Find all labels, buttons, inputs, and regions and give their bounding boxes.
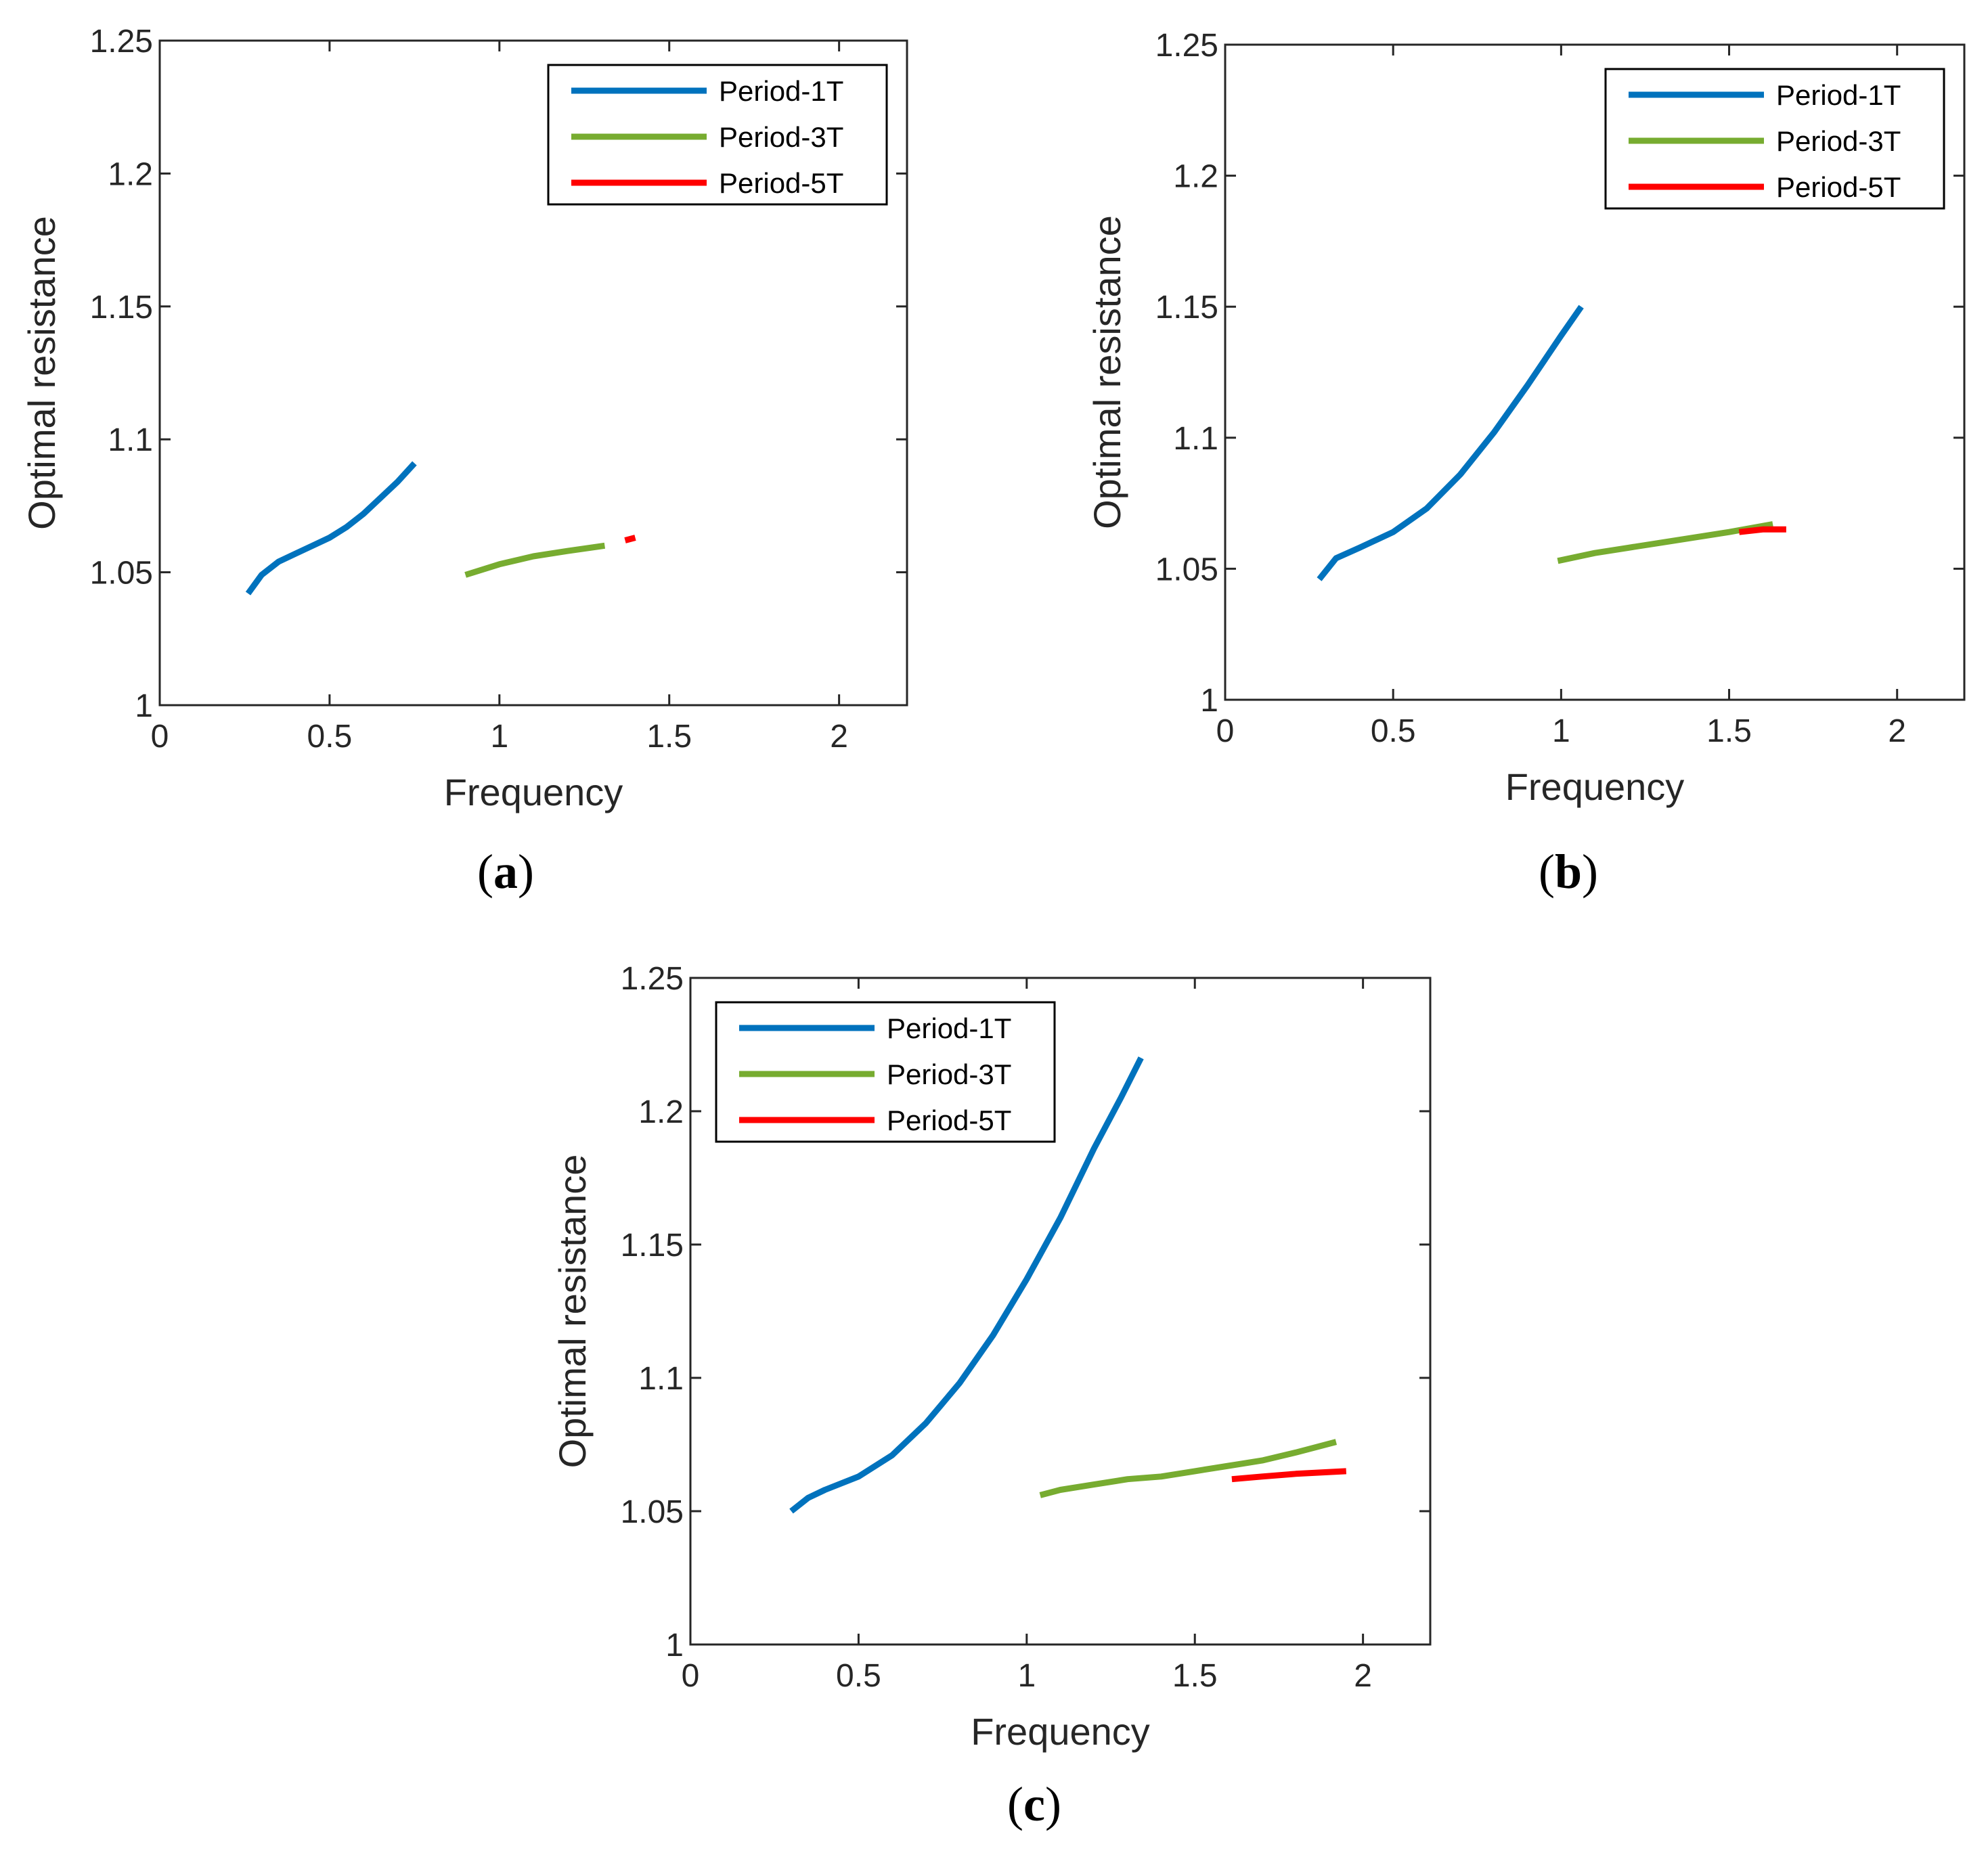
panel-b-label: (b)	[1539, 845, 1598, 899]
panel-b-ytick-label: 1.1	[1173, 421, 1218, 457]
panel-c-series-period-5t	[1231, 1468, 1347, 1483]
panel-b-xtick-label: 1.5	[1706, 713, 1752, 749]
panel-a-ytick-label: 1	[135, 688, 153, 724]
panel-b-legend: Period-1T Period-3T Period-5T	[1604, 68, 1945, 210]
panel-c-legend-entry: Period-1T	[887, 1012, 1011, 1044]
panel-b-series-period-5t	[1738, 526, 1786, 535]
panel-b-xtick-label: 0.5	[1371, 713, 1416, 749]
panel-c-ytick-label: 1.25	[621, 961, 684, 997]
panel-a: 0 0.5 1 1.5 2 1 1.05 1.1 1.15 1.2 1.25 Frequency Opt…	[20, 24, 908, 899]
panel-b-ylabel: Optimal resistance	[1086, 215, 1128, 529]
panel-a-legend-entry: Period-1T	[719, 75, 843, 107]
panel-c-ytick-label: 1	[665, 1628, 684, 1663]
panel-c-legend: Period-1T Period-3T Period-5T	[715, 1001, 1056, 1143]
panel-c-plot: 0 0.5 1 1.5 2 1 1.05 1.1 1.15 1.2 1.25 Frequency Opt…	[551, 961, 1432, 1753]
panel-b-xlabel: Frequency	[1505, 765, 1685, 808]
panel-a-series-period-3t	[464, 542, 606, 578]
panel-c-ytick-label: 1.1	[638, 1361, 684, 1397]
panel-c-ytick-label: 1.05	[621, 1494, 684, 1530]
panel-b-xtick-label: 0	[1216, 713, 1235, 749]
panel-a-xtick-label: 0.5	[307, 719, 353, 755]
panel-a-plot: 0 0.5 1 1.5 2 1 1.05 1.1 1.15 1.2 1.25 Frequency Opt…	[20, 24, 908, 813]
panel-a-series-period-1t	[245, 461, 417, 596]
panel-b-legend-entry: Period-3T	[1776, 125, 1901, 157]
panel-c-ytick-label: 1.2	[638, 1094, 684, 1130]
panel-b-ytick-label: 1.25	[1155, 28, 1218, 64]
panel-c-legend-entry: Period-3T	[887, 1058, 1011, 1090]
panel-c-series-period-3t	[1039, 1439, 1338, 1498]
panel-b-series-period-1t	[1317, 305, 1584, 581]
panel-a-series-period-5t	[624, 535, 636, 543]
panel-a-ytick-label: 1.1	[108, 422, 153, 458]
panel-a-legend-entry: Period-5T	[719, 167, 843, 199]
panel-c: 0 0.5 1 1.5 2 1 1.05 1.1 1.15 1.2 1.25 Frequency Opt…	[551, 961, 1432, 1831]
panel-b-ytick-label: 1.05	[1155, 552, 1218, 587]
panel-c-legend-entry: Period-5T	[887, 1104, 1011, 1136]
panel-b-series-period-3t	[1557, 521, 1773, 564]
panel-a-xtick-label: 2	[830, 719, 848, 755]
panel-c-label: (c)	[1007, 1777, 1061, 1831]
panel-c-ylabel: Optimal resistance	[551, 1155, 594, 1469]
panel-a-ytick-label: 1.25	[90, 24, 153, 60]
panel-c-xlabel: Frequency	[971, 1710, 1150, 1753]
panel-a-legend-entry: Period-3T	[719, 121, 843, 153]
panel-b: 0 0.5 1 1.5 2 1 1.05 1.1 1.15 1.2 1.25 Frequency Opt…	[1086, 28, 1966, 899]
panel-c-series-period-1t	[789, 1056, 1144, 1514]
panel-b-xtick-label: 1	[1552, 713, 1570, 749]
panel-a-xtick-label: 1	[490, 719, 508, 755]
panel-b-plot: 0 0.5 1 1.5 2 1 1.05 1.1 1.15 1.2 1.25 Frequency Opt…	[1086, 28, 1966, 808]
panel-a-ytick-label: 1.15	[90, 290, 153, 326]
panel-c-xtick-label: 1	[1017, 1658, 1036, 1694]
panel-a-ytick-label: 1.2	[108, 156, 153, 192]
panel-a-xtick-label: 0	[151, 719, 169, 755]
panel-a-xlabel: Frequency	[444, 771, 623, 813]
panel-a-label: (a)	[477, 845, 534, 899]
panel-a-legend: Period-1T Period-3T Period-5T	[547, 64, 888, 206]
panel-c-xtick-label: 2	[1354, 1658, 1372, 1694]
panel-b-ytick-label: 1.15	[1155, 290, 1218, 326]
panel-a-ylabel: Optimal resistance	[20, 216, 63, 530]
panel-c-ytick-label: 1.15	[621, 1228, 684, 1263]
panel-a-ytick-label: 1.05	[90, 556, 153, 591]
panel-b-legend-entry: Period-5T	[1776, 171, 1901, 203]
panel-b-legend-entry: Period-1T	[1776, 79, 1901, 111]
panel-a-xtick-label: 1.5	[646, 719, 692, 755]
panel-c-xtick-label: 1.5	[1172, 1658, 1218, 1694]
panel-b-ytick-label: 1	[1200, 683, 1218, 719]
panel-b-xtick-label: 2	[1888, 713, 1906, 749]
panel-b-ytick-label: 1.2	[1173, 159, 1218, 195]
panel-c-xtick-label: 0	[682, 1658, 700, 1694]
panel-c-xtick-label: 0.5	[836, 1658, 881, 1694]
